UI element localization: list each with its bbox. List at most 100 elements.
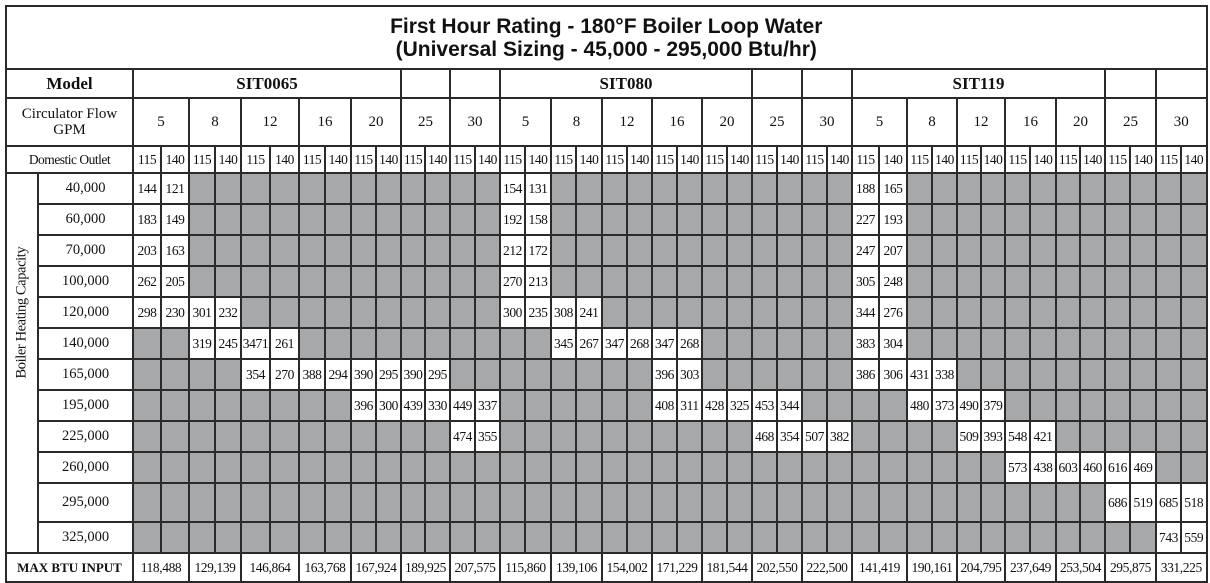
unavailable-cell xyxy=(1104,203,1131,236)
gpm-header: 5 xyxy=(499,97,552,147)
unavailable-cell xyxy=(449,358,476,391)
unavailable-cell xyxy=(324,389,352,422)
unavailable-cell xyxy=(132,420,162,453)
max-btu-value: 202,550 xyxy=(751,552,803,583)
unavailable-cell xyxy=(188,521,216,554)
unavailable-cell xyxy=(160,521,190,554)
max-btu-value: 207,575 xyxy=(449,552,501,583)
unavailable-cell xyxy=(449,265,476,298)
unavailable-cell xyxy=(160,451,190,484)
outlet-temp-header: 140 xyxy=(776,145,803,174)
unavailable-cell xyxy=(1004,482,1031,523)
rating-cell: 449 xyxy=(449,389,476,422)
unavailable-cell xyxy=(906,521,933,554)
capacity-cell: 40,000 xyxy=(37,172,134,205)
table-row: 225,000 474 355 468 354 507 382 509 393 548 421 xyxy=(6,420,1208,453)
unavailable-cell xyxy=(651,234,678,267)
unavailable-cell xyxy=(601,296,628,329)
unavailable-cell xyxy=(524,482,552,523)
unavailable-cell xyxy=(550,521,577,554)
unavailable-cell xyxy=(1029,389,1057,422)
unavailable-cell xyxy=(601,358,628,391)
unavailable-cell xyxy=(375,482,402,523)
unavailable-cell xyxy=(132,451,162,484)
unavailable-cell xyxy=(601,482,628,523)
unavailable-cell xyxy=(726,172,753,205)
unavailable-cell xyxy=(400,172,426,205)
rating-cell: 344 xyxy=(776,389,803,422)
unavailable-cell xyxy=(1079,358,1106,391)
capacity-cell: 70,000 xyxy=(37,234,134,267)
outlet-temp-header: 115 xyxy=(449,145,476,174)
unavailable-cell xyxy=(188,172,216,205)
outlet-temp-header: 115 xyxy=(550,145,577,174)
unavailable-cell xyxy=(851,451,880,484)
unavailable-cell xyxy=(826,521,853,554)
max-btu-value: 181,544 xyxy=(701,552,753,583)
outlet-temp-header: 115 xyxy=(701,145,728,174)
unavailable-cell xyxy=(776,265,803,298)
unavailable-cell xyxy=(400,234,426,267)
unavailable-cell xyxy=(474,296,501,329)
max-btu-value: 222,500 xyxy=(801,552,853,583)
max-btu-value: 190,161 xyxy=(906,552,958,583)
unavailable-cell xyxy=(1155,327,1182,360)
unavailable-cell xyxy=(776,521,803,554)
unavailable-cell xyxy=(1180,234,1208,267)
unavailable-cell xyxy=(1155,389,1182,422)
table-row: 120,000 298 230 301 232 300 235 308 241 344 276 xyxy=(6,296,1208,329)
outlet-temp-header: 115 xyxy=(350,145,377,174)
rating-cell: 158 xyxy=(524,203,552,236)
rating-cell: 193 xyxy=(878,203,908,236)
unavailable-cell xyxy=(449,521,476,554)
unavailable-cell xyxy=(626,358,653,391)
unavailable-cell xyxy=(1129,358,1157,391)
unavailable-cell xyxy=(851,389,880,422)
rating-cell: 203 xyxy=(132,234,162,267)
unavailable-cell xyxy=(1104,265,1131,298)
unavailable-cell xyxy=(550,358,577,391)
unavailable-cell xyxy=(400,296,426,329)
outlet-temp-header: 140 xyxy=(160,145,190,174)
unavailable-cell xyxy=(350,327,377,360)
unavailable-cell xyxy=(956,265,982,298)
gpm-header: 8 xyxy=(550,97,603,147)
unavailable-cell xyxy=(801,265,828,298)
capacity-cell: 195,000 xyxy=(37,389,134,422)
unavailable-cell xyxy=(1055,296,1081,329)
unavailable-cell xyxy=(1055,358,1081,391)
rating-cell: 390 xyxy=(350,358,377,391)
unavailable-cell xyxy=(1004,172,1031,205)
unavailable-cell xyxy=(269,234,300,267)
unavailable-cell xyxy=(751,203,778,236)
unavailable-cell xyxy=(324,482,352,523)
unavailable-cell xyxy=(980,327,1006,360)
unavailable-cell xyxy=(1055,203,1081,236)
unavailable-cell xyxy=(1029,327,1057,360)
rating-cell: 338 xyxy=(931,358,958,391)
outlet-temp-header: 140 xyxy=(214,145,242,174)
max-btu-value: 253,504 xyxy=(1055,552,1106,583)
rating-cell: 518 xyxy=(1180,482,1208,523)
table-row: 165,000 354 270 388 294 390 295 390 295 396 303 386… xyxy=(6,358,1208,391)
gpm-header: 20 xyxy=(1055,97,1106,147)
unavailable-cell xyxy=(1029,203,1057,236)
unavailable-cell xyxy=(324,203,352,236)
unavailable-cell xyxy=(188,265,216,298)
unavailable-cell xyxy=(499,420,526,453)
unavailable-cell xyxy=(726,296,753,329)
unavailable-cell xyxy=(449,296,476,329)
unavailable-cell xyxy=(240,521,271,554)
rating-cell: 474 xyxy=(449,420,476,453)
unavailable-cell xyxy=(324,521,352,554)
circulator-flow-row: Circulator Flow GPM 5 8 12 16 20 25 30 5 8 12 16 20 2… xyxy=(5,97,1208,147)
unavailable-cell xyxy=(269,451,300,484)
unavailable-cell xyxy=(132,389,162,422)
outlet-temp-header: 115 xyxy=(751,145,778,174)
model-blank xyxy=(1104,68,1157,99)
capacity-cell: 120,000 xyxy=(37,296,134,329)
unavailable-cell xyxy=(651,482,678,523)
rating-cell: 347 xyxy=(601,327,628,360)
unavailable-cell xyxy=(1079,420,1106,453)
unavailable-cell xyxy=(375,172,402,205)
